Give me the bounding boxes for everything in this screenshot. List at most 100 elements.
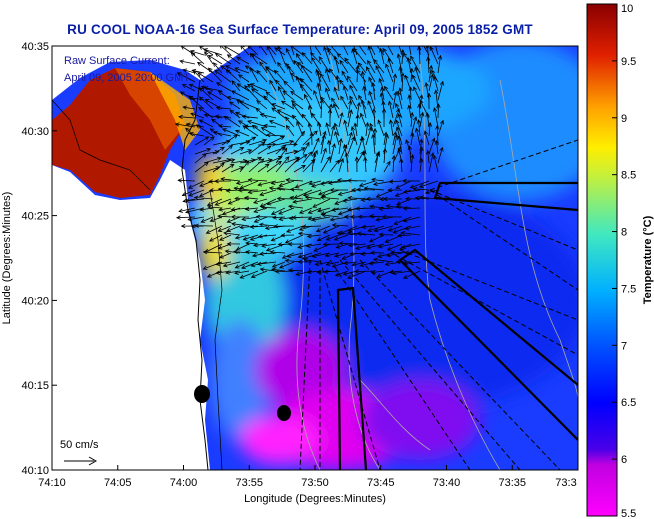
current-arrow-head [404,226,410,231]
current-arrow [182,84,196,92]
current-arrow-head [176,72,182,77]
current-arrow-head [285,47,290,53]
current-arrow-head [234,264,240,269]
current-arrow [356,137,364,155]
current-arrow-head [426,92,432,98]
current-arrow-head [378,77,383,83]
current-arrow [328,140,331,155]
current-arrow-head [406,57,411,62]
current-arrow-head [334,272,340,277]
current-arrow [317,83,322,101]
current-arrow-head [188,131,194,137]
current-arrow-head [225,68,231,74]
current-arrow-head [435,124,440,130]
current-arrow [245,65,259,74]
current-arrow [238,120,250,128]
current-arrow [355,243,376,250]
current-arrow-head [355,206,361,211]
current-arrow-head [245,241,250,246]
current-arrow [381,87,385,101]
current-arrow [230,160,247,164]
current-arrow [277,109,295,119]
current-arrow-head [328,103,334,109]
sst-map [52,36,578,470]
y-axis-ticks: 40:35 40:30 40:25 40:20 40:15 40:10 [21,41,57,477]
current-arrow [357,232,376,236]
current-arrow [284,157,300,173]
current-arrow [204,51,214,65]
current-arrow [212,163,225,173]
current-arrow [278,207,295,215]
current-arrow-head [351,262,357,267]
current-arrow [401,243,421,249]
current-arrow [324,270,340,273]
current-arrow [419,196,439,200]
current-arrow-head [251,136,257,141]
current-arrow-head [320,211,326,216]
current-arrow [266,136,285,146]
current-arrow-head [291,215,297,220]
current-arrow [269,80,277,92]
current-arrow-head [395,204,401,209]
current-arrow-head [369,204,375,209]
current-arrow [309,180,322,185]
current-arrow [229,109,241,119]
current-arrow-head [235,180,241,185]
current-arrow [411,74,421,92]
current-arrow-head [222,128,227,133]
current-arrow-head [297,244,303,249]
current-arrow-head [211,118,216,124]
current-arrow-head [227,200,233,205]
current-arrow [257,163,270,173]
current-arrow-head [265,91,271,96]
current-arrow-head [271,267,276,272]
current-arrow [292,103,304,119]
current-arrow [428,122,431,137]
current-arrow-head [299,83,305,89]
current-arrow [216,261,232,265]
current-arrow-head [284,116,290,122]
current-arrow [405,225,421,230]
current-arrow [269,187,286,191]
current-arrow-head [218,254,224,259]
current-arrow [317,234,331,241]
current-arrow [277,62,286,74]
current-arrow [320,134,325,155]
current-arrow-head [347,274,353,279]
current-arrow-head [292,199,298,204]
current-arrow-head [217,245,223,250]
current-arrow [361,136,367,155]
current-arrow [342,198,358,202]
current-arrow-head [414,66,419,72]
current-arrow-head [378,232,384,237]
current-arrow-head [297,231,303,236]
current-arrow-head [307,151,313,157]
current-arrow [401,232,421,236]
current-arrow-head [350,126,355,131]
current-arrow [259,61,268,74]
current-arrow [188,180,205,189]
current-arrow-head [375,65,380,70]
current-arrow-head [195,124,201,129]
current-arrow [359,180,376,187]
current-arrow [340,96,349,110]
colorbar-tick-label: 6.5 [621,397,636,409]
current-arrow-head [202,153,207,158]
current-arrow-head [287,36,290,40]
coastline [181,79,209,470]
current-arrow-head [200,218,206,223]
current-arrow [234,67,250,74]
current-arrow [300,78,313,92]
current-arrow [399,88,403,101]
bathymetry-contours [259,54,578,470]
current-arrow [395,180,412,189]
current-arrow-head [307,104,313,110]
current-vectors [174,36,445,279]
current-arrow-head [293,59,298,65]
current-arrow-head [326,155,331,161]
current-arrow-head [177,178,183,183]
current-arrow [225,65,241,74]
current-arrow [247,84,259,92]
current-arrow-head [419,195,424,200]
current-arrow-head [354,156,359,161]
